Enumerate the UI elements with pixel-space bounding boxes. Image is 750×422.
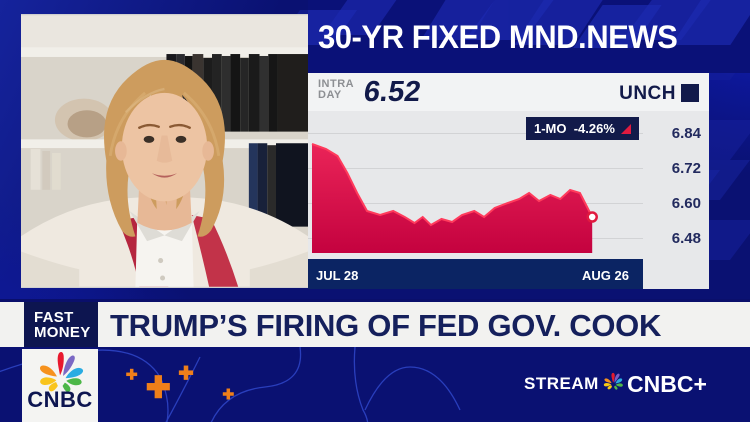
svg-text:CNBC: CNBC: [27, 387, 93, 412]
